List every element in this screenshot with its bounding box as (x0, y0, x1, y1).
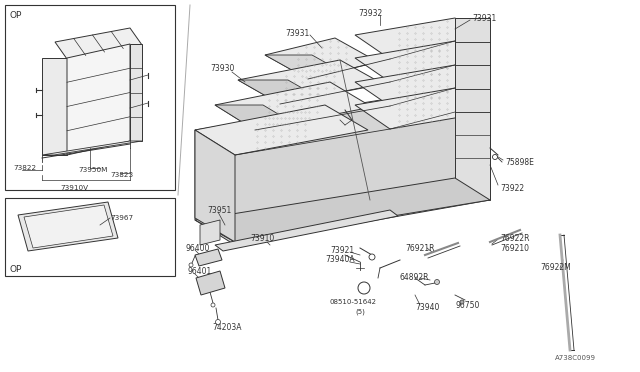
Text: 73950M: 73950M (78, 167, 108, 173)
Polygon shape (195, 249, 222, 266)
Bar (5, 198, 175, 276)
Text: A738C0099: A738C0099 (555, 355, 596, 361)
Text: 73940A: 73940A (325, 256, 355, 264)
Text: 73910V: 73910V (60, 185, 88, 191)
Polygon shape (355, 65, 490, 106)
Text: S: S (362, 286, 366, 292)
Polygon shape (195, 88, 490, 245)
Circle shape (211, 303, 215, 307)
Polygon shape (195, 105, 368, 155)
Circle shape (493, 154, 497, 160)
Text: 64892R: 64892R (400, 273, 429, 282)
Polygon shape (18, 202, 118, 251)
Polygon shape (196, 271, 225, 295)
Polygon shape (215, 105, 305, 130)
Text: 74203A: 74203A (212, 324, 241, 333)
Text: 73967: 73967 (110, 215, 133, 221)
Bar (5, 5, 175, 190)
Polygon shape (42, 58, 67, 155)
Text: 73940: 73940 (415, 304, 440, 312)
Polygon shape (24, 205, 113, 248)
Polygon shape (42, 141, 142, 155)
Text: 73932: 73932 (358, 9, 382, 17)
Polygon shape (355, 88, 490, 129)
Text: 76922M: 76922M (540, 263, 571, 273)
Polygon shape (215, 82, 372, 130)
Text: OP: OP (9, 266, 21, 275)
Polygon shape (55, 28, 142, 59)
Text: 73822: 73822 (13, 165, 36, 171)
Circle shape (358, 282, 370, 294)
Text: OP: OP (9, 10, 21, 19)
Polygon shape (455, 18, 490, 200)
Text: 73921: 73921 (330, 246, 354, 254)
Text: 75898E: 75898E (505, 157, 534, 167)
Polygon shape (130, 44, 142, 141)
Text: 73931: 73931 (285, 29, 309, 38)
Polygon shape (238, 80, 330, 104)
Polygon shape (265, 38, 378, 79)
Text: 08510-51642: 08510-51642 (330, 299, 377, 305)
Text: 96750: 96750 (455, 301, 479, 310)
Text: 73823: 73823 (110, 172, 133, 178)
Polygon shape (378, 59, 435, 88)
Circle shape (460, 300, 464, 304)
Text: 76921R: 76921R (405, 244, 435, 253)
Polygon shape (238, 60, 383, 104)
Circle shape (216, 320, 221, 324)
Text: 73951: 73951 (207, 205, 231, 215)
Polygon shape (200, 220, 220, 245)
Circle shape (189, 263, 193, 267)
Text: 769210: 769210 (500, 244, 529, 253)
Text: 96401: 96401 (187, 267, 211, 276)
Text: 96400: 96400 (185, 244, 209, 253)
Polygon shape (67, 44, 130, 155)
Polygon shape (195, 178, 490, 242)
Polygon shape (215, 210, 398, 251)
Text: 73930: 73930 (210, 64, 234, 73)
Polygon shape (355, 18, 490, 59)
Circle shape (369, 254, 375, 260)
Polygon shape (195, 130, 235, 242)
Polygon shape (355, 41, 490, 82)
Polygon shape (265, 55, 355, 79)
Text: (5): (5) (355, 309, 365, 315)
Text: 73910: 73910 (250, 234, 275, 243)
Text: 76922R: 76922R (500, 234, 529, 243)
Text: 73931: 73931 (472, 13, 496, 22)
Circle shape (435, 279, 440, 285)
Text: 73922: 73922 (500, 183, 524, 192)
